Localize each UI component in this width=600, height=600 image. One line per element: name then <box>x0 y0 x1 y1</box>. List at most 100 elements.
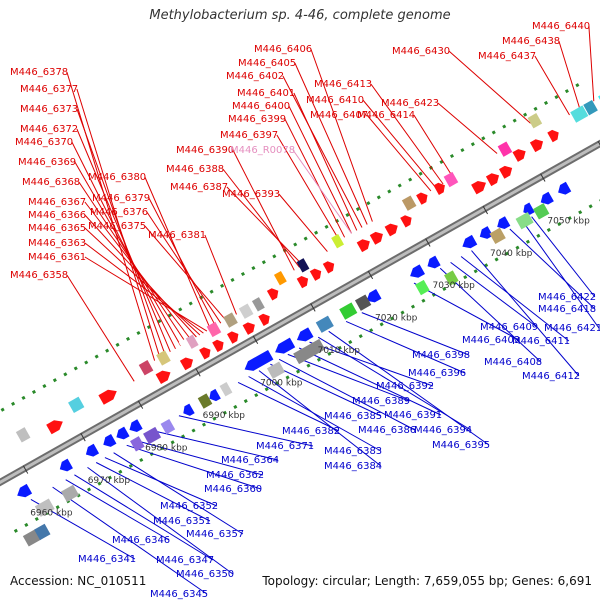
reverse-gene-leader <box>471 250 580 377</box>
reverse-gene-leader <box>52 486 208 595</box>
forward-gene-leader <box>276 134 340 241</box>
reverse-gene-leader <box>278 358 416 431</box>
reverse-gene-label: M446_6408 <box>484 357 542 368</box>
forward-gene-label: M446_6401 <box>237 88 295 99</box>
reverse-gene-block <box>444 270 459 286</box>
reverse-gene-leader <box>345 320 466 374</box>
forward-gene-arrow <box>226 331 239 344</box>
forward-gene-block <box>527 113 543 129</box>
reverse-gene-label: M446_6350 <box>176 569 234 580</box>
reverse-gene-leader <box>309 341 434 387</box>
forward-gene-label: M446_6402 <box>226 71 284 82</box>
forward-gene-leader <box>66 274 135 382</box>
reverse-gene-arrow <box>497 216 511 230</box>
reverse-gene-arrow <box>103 434 117 447</box>
tick-label: 7040 kbp <box>490 249 533 259</box>
forward-gene-label: M446_6397 <box>220 130 278 141</box>
forward-gene-block <box>570 105 589 123</box>
reverse-gene-arrow <box>427 255 441 269</box>
forward-gene-block <box>223 312 238 328</box>
forward-gene-label: M446_6377 <box>20 84 78 95</box>
forward-gene-block <box>68 396 85 414</box>
forward-gene-leader <box>293 92 358 231</box>
tick-label: 7010 kbp <box>318 346 361 356</box>
forward-gene-leader <box>84 227 201 336</box>
forward-gene-arrow <box>258 313 270 326</box>
reverse-gene-leader <box>509 228 596 310</box>
reverse-gene-arrow <box>85 443 100 457</box>
tick-mark <box>425 238 431 247</box>
reverse-gene-block <box>219 382 233 397</box>
reverse-gene-label: M446_6396 <box>408 368 466 379</box>
forward-gene-arrow <box>266 288 279 301</box>
forward-gene-leader <box>226 186 304 266</box>
reverse-gene-block <box>293 338 326 365</box>
reverse-gene-label: M446_6421 <box>544 323 600 334</box>
forward-gene-label: M446_6430 <box>392 46 450 57</box>
reverse-gene-leader <box>287 353 410 402</box>
forward-gene-arrow <box>471 181 486 195</box>
forward-gene-arrow <box>547 129 559 143</box>
reverse-gene-block <box>34 498 55 517</box>
tick-mark <box>252 335 259 345</box>
forward-gene-arrow <box>46 420 63 435</box>
forward-gene-label: M446_6438 <box>502 36 560 47</box>
forward-gene-leader <box>437 102 498 154</box>
forward-gene-arrow <box>498 165 513 179</box>
reverse-gene-leader <box>531 216 596 298</box>
reverse-gene-leader <box>126 444 262 490</box>
forward-gene-label: M446_6373 <box>20 104 78 115</box>
reverse-gene-label: M446_6411 <box>512 336 570 347</box>
forward-gene-arrow <box>356 239 370 253</box>
forward-gene-block <box>138 360 154 376</box>
forward-gene-label: M446_6368 <box>22 177 80 188</box>
forward-gene-leader <box>232 149 295 271</box>
reverse-gene-arrow <box>558 181 572 195</box>
reverse-gene-leader <box>74 474 214 561</box>
forward-gene-leader <box>146 211 222 324</box>
position-ticks: 6960 kbp 6970 kbp 6980 kbp 6990 kbp 7000 kbp… <box>22 141 600 518</box>
forward-gene-arrow <box>309 268 322 281</box>
reverse-gene-label: M446_6389 <box>352 396 410 407</box>
forward-gene-block <box>273 270 287 286</box>
forward-gene-block <box>443 171 459 188</box>
tick-label: 7030 kbp <box>432 281 475 291</box>
forward-gene-label: M446_6400 <box>232 101 290 112</box>
reverse-gene-leader <box>95 462 211 522</box>
reverse-gene-leader <box>178 415 314 447</box>
reverse-gene-arrow <box>523 202 535 215</box>
tick-mark <box>310 303 316 312</box>
tick-mark <box>195 368 201 377</box>
forward-gene-arrow <box>242 322 255 335</box>
reverse-gene-arrow <box>366 289 382 303</box>
forward-gene-label: M446_6365 <box>28 223 86 234</box>
forward-gene-leader <box>76 108 166 355</box>
reverse-gene-block <box>143 426 162 445</box>
forward-gene-arrow <box>199 347 211 360</box>
reverse-gene-label: M446_6412 <box>522 371 580 382</box>
forward-gene-leader <box>148 197 217 327</box>
reverse-gene-label: M446_6351 <box>153 516 211 527</box>
forward-gene-label: M446_6423 <box>381 98 439 109</box>
reverse-gene-leader <box>135 439 264 476</box>
reverse-gene-arrow <box>275 337 296 354</box>
reverse-gene-block <box>415 279 430 296</box>
reverse-gene-label: M446_6341 <box>78 554 136 565</box>
reverse-gene-leader <box>328 330 490 446</box>
forward-gene-label: M446_6367 <box>28 197 86 208</box>
reverse-gene-label: M446_6345 <box>150 589 208 600</box>
gene-labels: M446_6378 M446_6377 M446_6373 M446_6372 M446… <box>10 21 600 600</box>
reverse-gene-block <box>60 484 80 503</box>
label-leader-lines <box>30 25 600 595</box>
reverse-gene-arrow <box>296 327 314 342</box>
reverse-gene-leader <box>237 381 340 432</box>
reverse-gene-label: M446_6357 <box>186 529 244 540</box>
tick-mark <box>540 173 546 182</box>
forward-gene-leader <box>294 62 368 225</box>
reverse-gene-arrow <box>183 403 195 416</box>
forward-gene-arrow <box>296 276 309 289</box>
reverse-gene-label: M446_6392 <box>376 381 434 392</box>
forward-gene-arrow <box>322 261 335 274</box>
forward-gene-block <box>156 350 171 366</box>
